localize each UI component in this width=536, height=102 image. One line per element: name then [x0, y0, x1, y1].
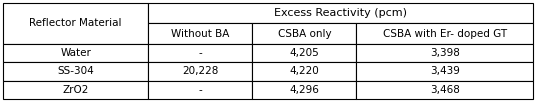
Text: 3,439: 3,439: [430, 66, 459, 76]
Bar: [356, 62, 533, 81]
Bar: [356, 44, 533, 62]
Bar: [252, 62, 356, 81]
Bar: [356, 23, 533, 44]
Text: -: -: [198, 48, 202, 58]
Bar: [3, 62, 148, 81]
Text: 4,296: 4,296: [289, 85, 319, 95]
Bar: [3, 44, 148, 62]
Text: 3,468: 3,468: [430, 85, 459, 95]
Bar: [252, 81, 356, 99]
Bar: [148, 44, 252, 62]
Bar: [252, 23, 356, 44]
Text: ZrO2: ZrO2: [63, 85, 89, 95]
Text: CSBA only: CSBA only: [278, 29, 331, 39]
Bar: [252, 44, 356, 62]
Text: -: -: [198, 85, 202, 95]
Bar: [148, 23, 252, 44]
Text: Water: Water: [61, 48, 91, 58]
Bar: [3, 81, 148, 99]
Text: Without BA: Without BA: [172, 29, 229, 39]
Bar: [3, 3, 148, 44]
Text: 4,205: 4,205: [289, 48, 319, 58]
Bar: [148, 3, 533, 23]
Text: Excess Reactivity (pcm): Excess Reactivity (pcm): [274, 8, 407, 18]
Text: CSBA with Er- doped GT: CSBA with Er- doped GT: [383, 29, 507, 39]
Bar: [356, 81, 533, 99]
Bar: [148, 81, 252, 99]
Bar: [148, 62, 252, 81]
Text: SS-304: SS-304: [57, 66, 94, 76]
Text: 4,220: 4,220: [289, 66, 319, 76]
Text: 3,398: 3,398: [430, 48, 459, 58]
Text: 20,228: 20,228: [182, 66, 219, 76]
Text: Reflector Material: Reflector Material: [29, 18, 122, 28]
